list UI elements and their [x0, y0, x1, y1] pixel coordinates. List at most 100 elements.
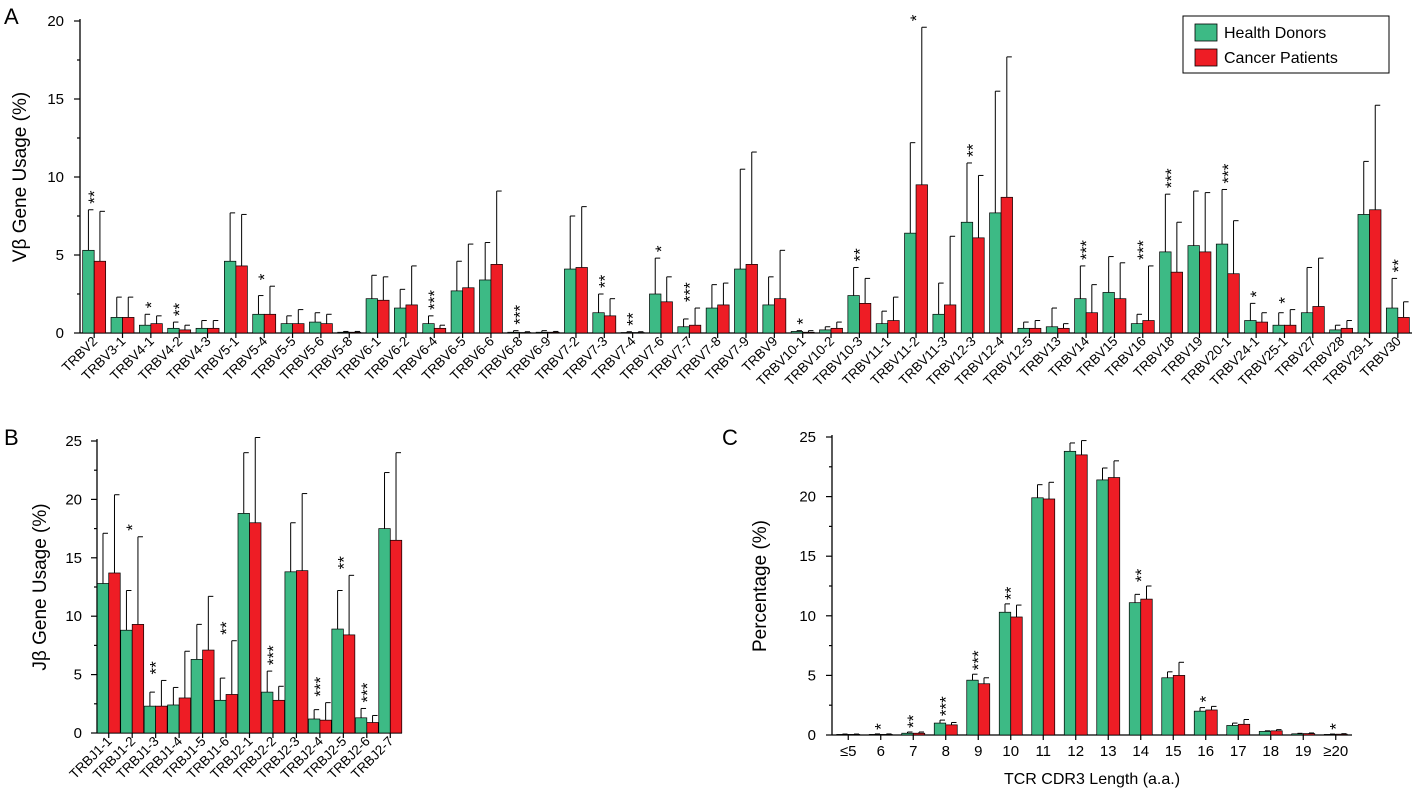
- bar-health-trbv4-2: [167, 327, 180, 334]
- bar-health-trbj2-3: [284, 571, 297, 734]
- bar-health-trbv5-4: [252, 313, 265, 334]
- bar-cancer-trbv10-3: [859, 303, 872, 334]
- bar-health-trbv6-6: [479, 279, 492, 334]
- panel-label-b: B: [4, 425, 19, 450]
- bar-health-trbv15: [1102, 292, 1115, 334]
- y-tick-label-b: 5: [74, 667, 82, 684]
- bar-cancer-trbv6-8: [518, 332, 532, 334]
- bar-cancer-trbv11-1: [887, 320, 900, 334]
- x-tick-label-19: 19: [1295, 743, 1312, 760]
- bar-health-trbv6-5: [450, 290, 463, 334]
- significance-trbv5-4: *: [255, 273, 274, 280]
- bar-cancer-trbv15: [1114, 298, 1127, 334]
- y-tick-label-c: 20: [799, 489, 816, 506]
- x-tick-label-9: 9: [974, 743, 982, 760]
- bar-health-trbv10-1: [790, 331, 804, 334]
- bar-health-trbv7-4: [620, 332, 633, 334]
- bar-health-trbv18: [1159, 251, 1172, 334]
- bar-health-trbv3-1: [110, 317, 123, 334]
- bar-health-trbv25-1: [1272, 324, 1285, 334]
- bar-health-trbv2: [82, 249, 95, 334]
- bar-health-trbv12-3: [960, 221, 974, 334]
- x-axis-label-c: TCR CDR3 Length (a.a.): [1004, 771, 1180, 788]
- bar-health-17: [1226, 725, 1239, 736]
- bar-cancer-13: [1107, 477, 1121, 736]
- significance-trbv18: ***: [1162, 168, 1181, 188]
- bar-health-trbj2-7: [378, 528, 391, 734]
- bar-cancer-trbv6-1: [377, 299, 390, 334]
- bar-health-trbv27: [1300, 312, 1314, 334]
- bar-cancer-trbj1-3: [155, 705, 168, 734]
- y-tick-label-a: 20: [47, 13, 64, 30]
- significance-trbv14: ***: [1077, 240, 1096, 260]
- bar-health-trbv5-5: [280, 323, 293, 334]
- bar-health-trbv24-1: [1244, 320, 1257, 334]
- x-tick-label-ge20: ≥20: [1323, 743, 1348, 760]
- x-tick-label-le5: ≤5: [840, 743, 857, 760]
- bar-cancer-15: [1172, 675, 1186, 736]
- bar-cancer-trbv4-2: [178, 329, 192, 334]
- bar-health-trbv11-1: [875, 323, 889, 334]
- bar-cancer-trbv19: [1199, 251, 1212, 334]
- significance-7: **: [904, 714, 923, 728]
- bar-cancer-trbv10-1: [802, 331, 815, 334]
- bar-health-trbv5-1: [224, 260, 237, 334]
- bar-health-trbv6-8: [507, 331, 520, 334]
- bar-health-trbv7-2: [564, 268, 577, 334]
- significance-trbj2-4: ***: [311, 676, 330, 696]
- bar-health-trbv6-4: [422, 323, 435, 334]
- significance-trbj2-5: **: [334, 556, 353, 570]
- bar-health-trbv10-3: [847, 295, 860, 334]
- bar-cancer-trbv7-3: [603, 315, 617, 334]
- bar-cancer-trbv11-2: [915, 184, 928, 334]
- significance-16: *: [1197, 695, 1216, 702]
- bar-cancer-trbv7-9: [745, 264, 758, 334]
- bar-cancer-16: [1205, 709, 1218, 736]
- significance-trbv12-3: **: [964, 143, 983, 157]
- bar-cancer-trbv24-1: [1255, 321, 1268, 334]
- bar-health-8: [933, 722, 947, 736]
- x-tick-label-12: 12: [1067, 743, 1084, 760]
- bar-cancer-trbv28: [1340, 327, 1353, 334]
- x-tick-label-13: 13: [1100, 743, 1117, 760]
- y-tick-label-b: 25: [65, 433, 82, 450]
- bar-cancer-trbv7-2: [575, 267, 588, 334]
- bar-cancer-trbv12-5: [1029, 327, 1042, 334]
- significance-trbj1-6: **: [217, 621, 236, 635]
- significance-trbj2-2: ***: [264, 645, 283, 665]
- bar-cancer-14: [1140, 598, 1153, 736]
- significance-trbv11-2: *: [907, 14, 926, 21]
- significance-10: **: [1002, 586, 1021, 600]
- bar-cancer-trbv10-2: [830, 327, 843, 334]
- bar-health-trbv5-6: [309, 321, 322, 334]
- x-tick-label-11: 11: [1035, 743, 1051, 760]
- significance-trbv4-2: **: [170, 302, 189, 316]
- bar-cancer-trbv16: [1142, 320, 1155, 334]
- y-tick-label-c: 15: [799, 548, 816, 565]
- bar-health-trbj1-5: [190, 659, 203, 734]
- bar-health-trbv7-3: [592, 312, 605, 334]
- x-tick-label-7: 7: [909, 743, 917, 760]
- bar-health-10: [998, 611, 1012, 736]
- bar-cancer-trbj1-6: [225, 694, 238, 734]
- bar-cancer-18: [1270, 730, 1283, 736]
- bar-health-trbj2-6: [354, 717, 368, 734]
- bar-health-trbj1-4: [167, 704, 180, 734]
- bar-cancer-trbj2-5: [342, 634, 356, 734]
- bar-health-trbv19: [1187, 245, 1200, 334]
- x-tick-label-6: 6: [877, 743, 885, 760]
- bar-cancer-trbv5-5: [292, 323, 305, 334]
- bar-cancer-trbj1-4: [178, 697, 191, 734]
- bar-health-7: [901, 732, 914, 736]
- bar-health-trbv7-9: [734, 268, 747, 334]
- bar-health-trbv28: [1329, 329, 1342, 334]
- significance-trbv20-1: ***: [1219, 163, 1238, 183]
- significance-trbv7-6: *: [652, 245, 671, 252]
- y-tick-label-a: 15: [47, 91, 64, 108]
- bar-health-trbv14: [1074, 298, 1087, 334]
- bar-health-trbj1-6: [214, 699, 227, 734]
- significance-trbv6-4: ***: [425, 290, 444, 310]
- bar-health-trbj1-1: [96, 583, 110, 734]
